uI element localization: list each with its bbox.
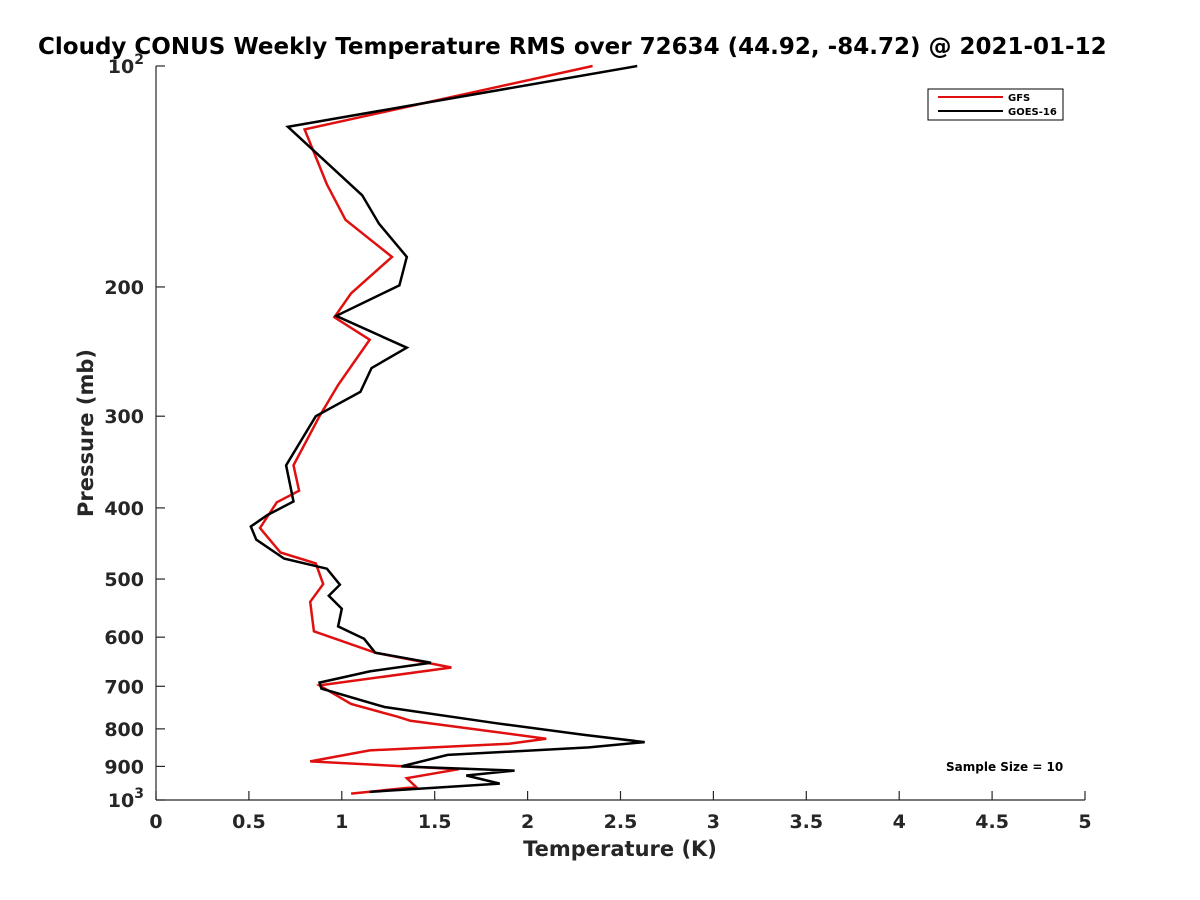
- y-tick-label: 400: [104, 498, 144, 520]
- x-tick-label: 4: [893, 811, 906, 833]
- y-axis-ticks: 102 200 300 400 500 600 700 800 900 103: [104, 52, 165, 812]
- series-line-gfs: [258, 64, 593, 795]
- x-tick-label: 2.5: [604, 811, 638, 833]
- x-axis-label: Temperature (K): [523, 837, 717, 861]
- series-layer: [249, 64, 645, 795]
- x-tick-label: 3: [707, 811, 720, 833]
- y-tick-label: 300: [104, 406, 144, 428]
- chart-title: Cloudy CONUS Weekly Temperature RMS over…: [38, 34, 1107, 60]
- y-tick-label: 600: [104, 627, 144, 649]
- x-tick-label: 0: [149, 811, 162, 833]
- y-tick-label: 102: [108, 52, 144, 78]
- legend-label-gfs: GFS: [1008, 93, 1030, 104]
- legend: GFS GOES-16: [927, 88, 1064, 121]
- sample-size-annotation: Sample Size = 10: [946, 760, 1063, 774]
- x-tick-label: 1: [335, 811, 348, 833]
- y-tick-label: 500: [104, 569, 144, 591]
- x-tick-label: 1.5: [418, 811, 452, 833]
- legend-box: [927, 88, 1064, 121]
- x-tick-label: 2: [521, 811, 534, 833]
- y-tick-label: 700: [104, 676, 144, 698]
- x-tick-label: 0.5: [232, 811, 266, 833]
- y-tick-label: 200: [104, 277, 144, 299]
- y-tick-label: 900: [104, 756, 144, 778]
- x-tick-label: 4.5: [975, 811, 1009, 833]
- series-line-goes-16: [249, 64, 645, 794]
- y-tick-label: 103: [108, 786, 144, 812]
- x-tick-label: 5: [1078, 811, 1091, 833]
- y-tick-label: 800: [104, 719, 144, 741]
- y-axis-label: Pressure (mb): [74, 349, 98, 517]
- x-axis-ticks: 0 0.5 1 1.5 2 2.5 3 3.5 4 4.5 5: [149, 791, 1092, 833]
- legend-label-goes-16: GOES-16: [1008, 107, 1057, 118]
- x-tick-label: 3.5: [789, 811, 823, 833]
